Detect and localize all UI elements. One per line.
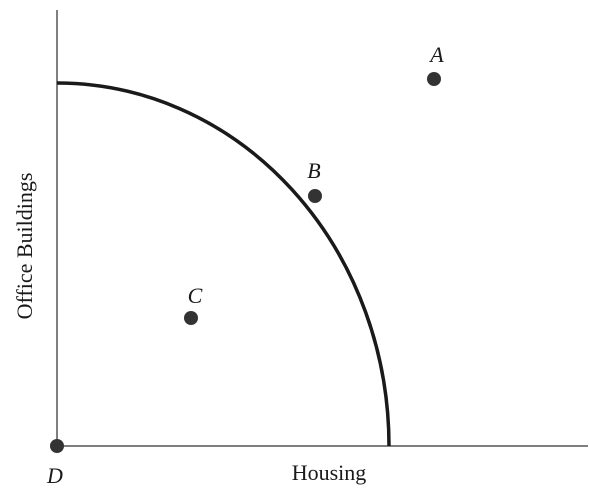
point-c-label: C bbox=[188, 283, 203, 308]
x-axis-label: Housing bbox=[292, 460, 367, 485]
point-d-dot bbox=[50, 439, 64, 453]
point-a-label: A bbox=[428, 42, 444, 67]
y-axis-label: Office Buildings bbox=[12, 173, 37, 320]
point-c-dot bbox=[184, 311, 198, 325]
point-a-dot bbox=[427, 72, 441, 86]
point-b-label: B bbox=[307, 158, 320, 183]
ppf-curve bbox=[56, 81, 391, 447]
point-b-dot bbox=[308, 189, 322, 203]
point-d-label: D bbox=[46, 463, 63, 488]
